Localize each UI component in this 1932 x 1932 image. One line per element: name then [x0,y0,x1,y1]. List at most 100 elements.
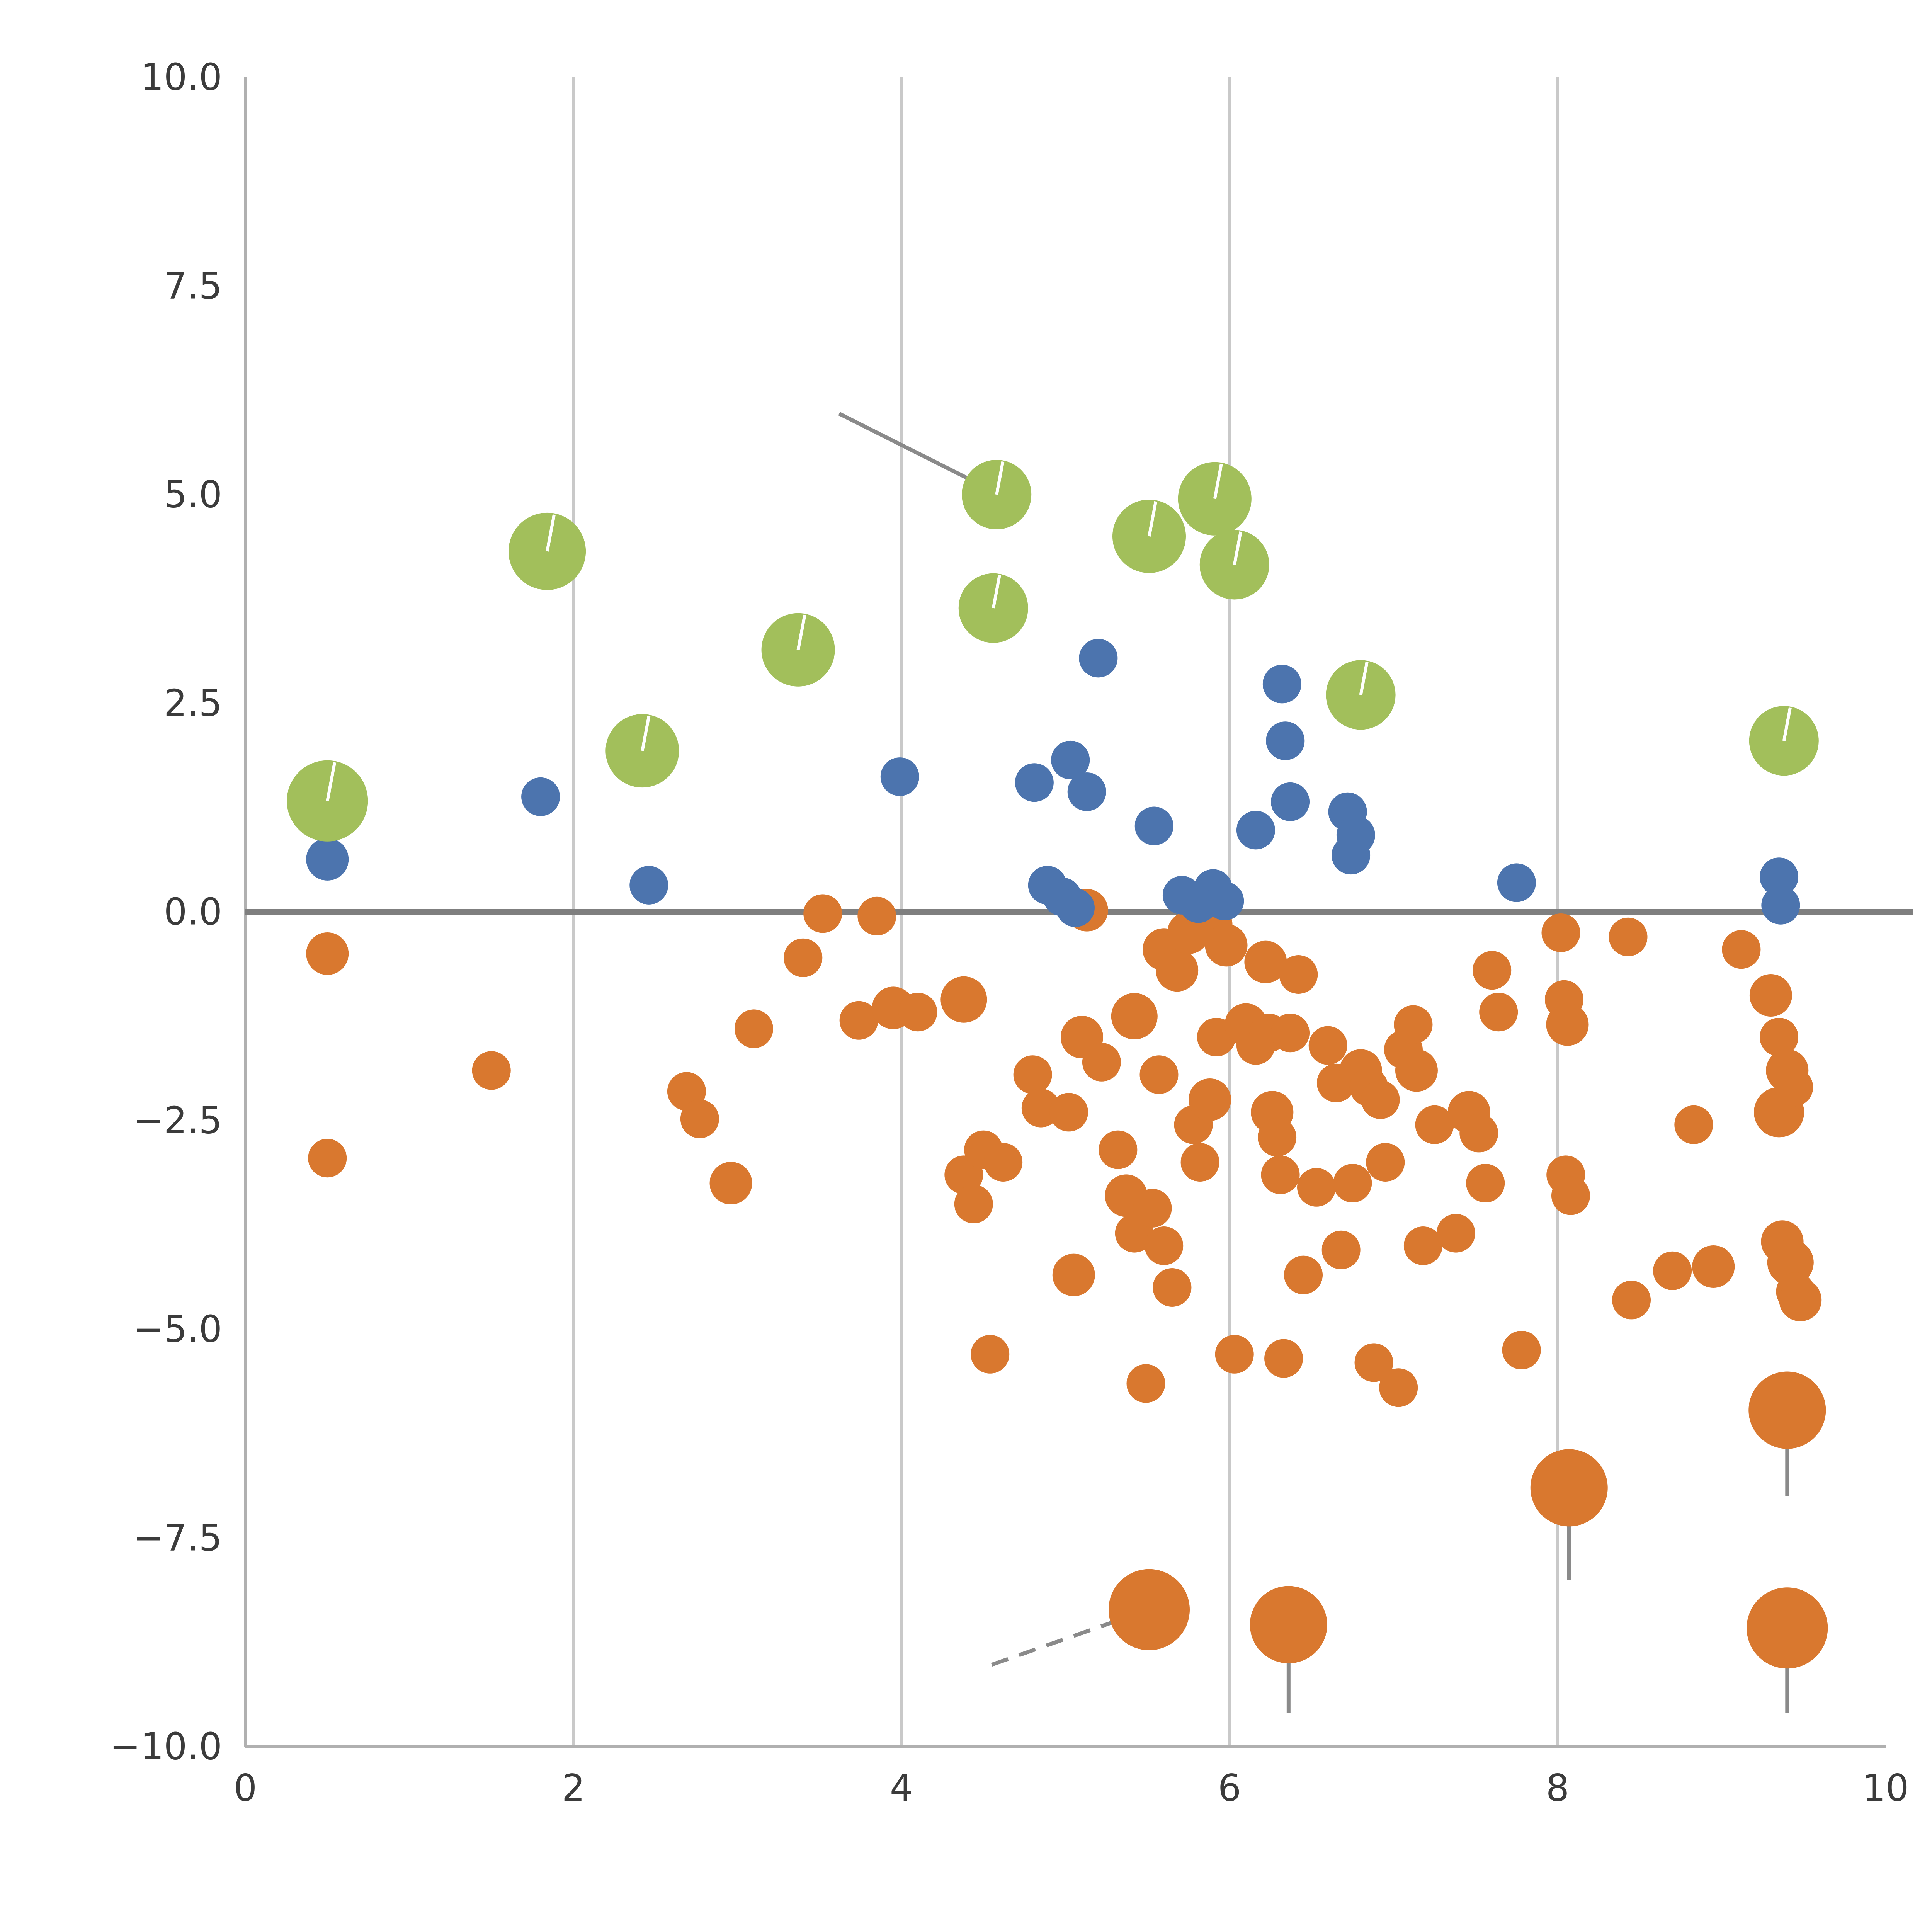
scatter-point-orange-dots [1395,1049,1438,1092]
tick-label-y: 0.0 [164,891,222,934]
scatter-point-blue-dots [629,866,668,905]
scatter-point-orange-dots [839,1001,878,1040]
scatter-point-orange-dots [1308,1026,1347,1065]
tick-label-y: −7.5 [133,1517,222,1560]
scatter-point-blue-dots [1266,721,1305,760]
scatter-point-orange-dots [1108,1569,1190,1650]
scatter-point-orange-dots [1180,1143,1219,1182]
scatter-point-orange-dots [306,932,349,975]
tick-label-y: 7.5 [164,265,222,308]
marker-tail [991,1613,1135,1667]
scatter-point-orange-dots [784,938,823,977]
scatter-point-orange-dots [1722,930,1761,969]
bubble-pin [1233,531,1242,565]
scatter-point-orange-dots [1153,1268,1192,1307]
scatter-point-orange-dots [1541,913,1580,952]
scatter-point-orange-dots [1530,1449,1608,1527]
scatter-point-orange-dots [1436,1214,1475,1253]
scatter-point-blue-dots [1332,836,1371,875]
scatter-point-blue-dots [1262,665,1301,704]
tick-label-x: 2 [562,1767,585,1810]
scatter-point-orange-dots [472,1051,511,1090]
bubble-pin [546,514,556,552]
scatter-point-orange-dots [1612,1281,1651,1320]
scatter-point-orange-dots [680,1099,719,1138]
scatter-point-orange-dots [1250,1586,1327,1663]
scatter-point-orange-dots [1747,1587,1828,1669]
tick-label-x: 0 [234,1767,257,1810]
scatter-point-blue-dots [1761,886,1800,925]
scatter-point-orange-dots [1546,1003,1589,1046]
scatter-point-orange-dots [1133,1189,1172,1228]
scatter-point-orange-dots [308,1139,347,1178]
tick-label-y: −5.0 [133,1308,222,1351]
scatter-point-blue-dots [1056,888,1095,927]
scatter-point-orange-dots [709,1162,752,1204]
scatter-point-orange-dots [1271,1014,1310,1053]
scatter-point-orange-dots [1653,1251,1692,1290]
scatter-point-orange-dots [954,1185,993,1223]
tick-label-x: 6 [1218,1767,1241,1810]
tick-label-y: 2.5 [164,682,222,725]
scatter-point-orange-dots [734,1009,773,1048]
scatter-point-orange-dots [1279,955,1318,994]
scatter-point-orange-dots [1013,1055,1052,1094]
scatter-point-orange-dots [1379,1368,1418,1407]
bubble-pin [326,762,337,801]
scatter-point-orange-dots [1394,1005,1433,1044]
scatter-point-blue-dots [1051,740,1090,779]
bubble-pin [1148,501,1158,537]
scatter-point-orange-dots [1333,1164,1372,1202]
scatter-point-blue-dots [1015,763,1054,802]
bubble-pin [992,575,1001,609]
tick-label-y: −10.0 [110,1726,222,1768]
scatter-point-orange-dots [1674,1105,1713,1144]
scatter-point-orange-dots [1609,917,1648,956]
scatter-point-orange-dots [1403,1226,1442,1265]
scatter-point-orange-dots [1264,1339,1303,1378]
scatter-point-blue-dots [1271,782,1310,821]
scatter-point-orange-dots [1205,924,1248,967]
scatter-point-orange-dots [1284,1255,1323,1294]
scatter-point-orange-dots [1049,1093,1088,1132]
scatter-point-orange-dots [1779,1279,1822,1321]
scatter-point-blue-dots [1205,881,1244,920]
scatter-point-orange-dots [1502,1331,1541,1369]
scatter-point-blue-dots [880,757,919,796]
tick-label-x: 10 [1862,1767,1909,1810]
scatter-point-orange-dots [1473,951,1512,990]
scatter-point-orange-dots [1774,1068,1813,1107]
scatter-point-orange-dots [1415,1105,1454,1144]
scatter-point-orange-dots [1297,1168,1336,1207]
scatter-point-orange-dots [1361,1080,1400,1119]
scatter-point-orange-dots [1052,1253,1095,1296]
scatter-point-green-bubbles [761,613,835,687]
scatter-point-blue-dots [521,777,560,816]
scatter-point-orange-dots [1126,1364,1165,1403]
scatter-point-orange-dots [1749,974,1792,1017]
scatter-point-blue-dots [1760,857,1799,896]
scatter-point-orange-dots [1459,1114,1498,1153]
bubble-pin [641,716,651,751]
tick-label-y: −2.5 [133,1100,222,1142]
scatter-point-orange-dots [1244,940,1287,983]
scatter-point-orange-dots [1156,949,1199,992]
scatter-point-orange-dots [1145,1226,1184,1265]
scatter-point-orange-dots [1354,1343,1393,1382]
scatter-point-orange-dots [1692,1245,1735,1288]
scatter-point-blue-dots [1079,639,1118,678]
scatter-point-orange-dots [1366,1143,1405,1182]
bubble-pin [1782,707,1792,741]
bubble-pin [1213,463,1223,499]
scatter-point-orange-dots [1760,1018,1799,1056]
scatter-point-blue-dots [1497,863,1536,902]
tick-label-x: 8 [1546,1767,1569,1810]
scatter-point-blue-dots [306,838,349,881]
scatter-point-blue-dots [1134,806,1173,845]
scatter-point-orange-dots [1111,993,1158,1039]
scatter-point-orange-dots [940,976,987,1023]
scatter-point-orange-dots [857,896,896,935]
scatter-point-orange-dots [803,894,842,933]
